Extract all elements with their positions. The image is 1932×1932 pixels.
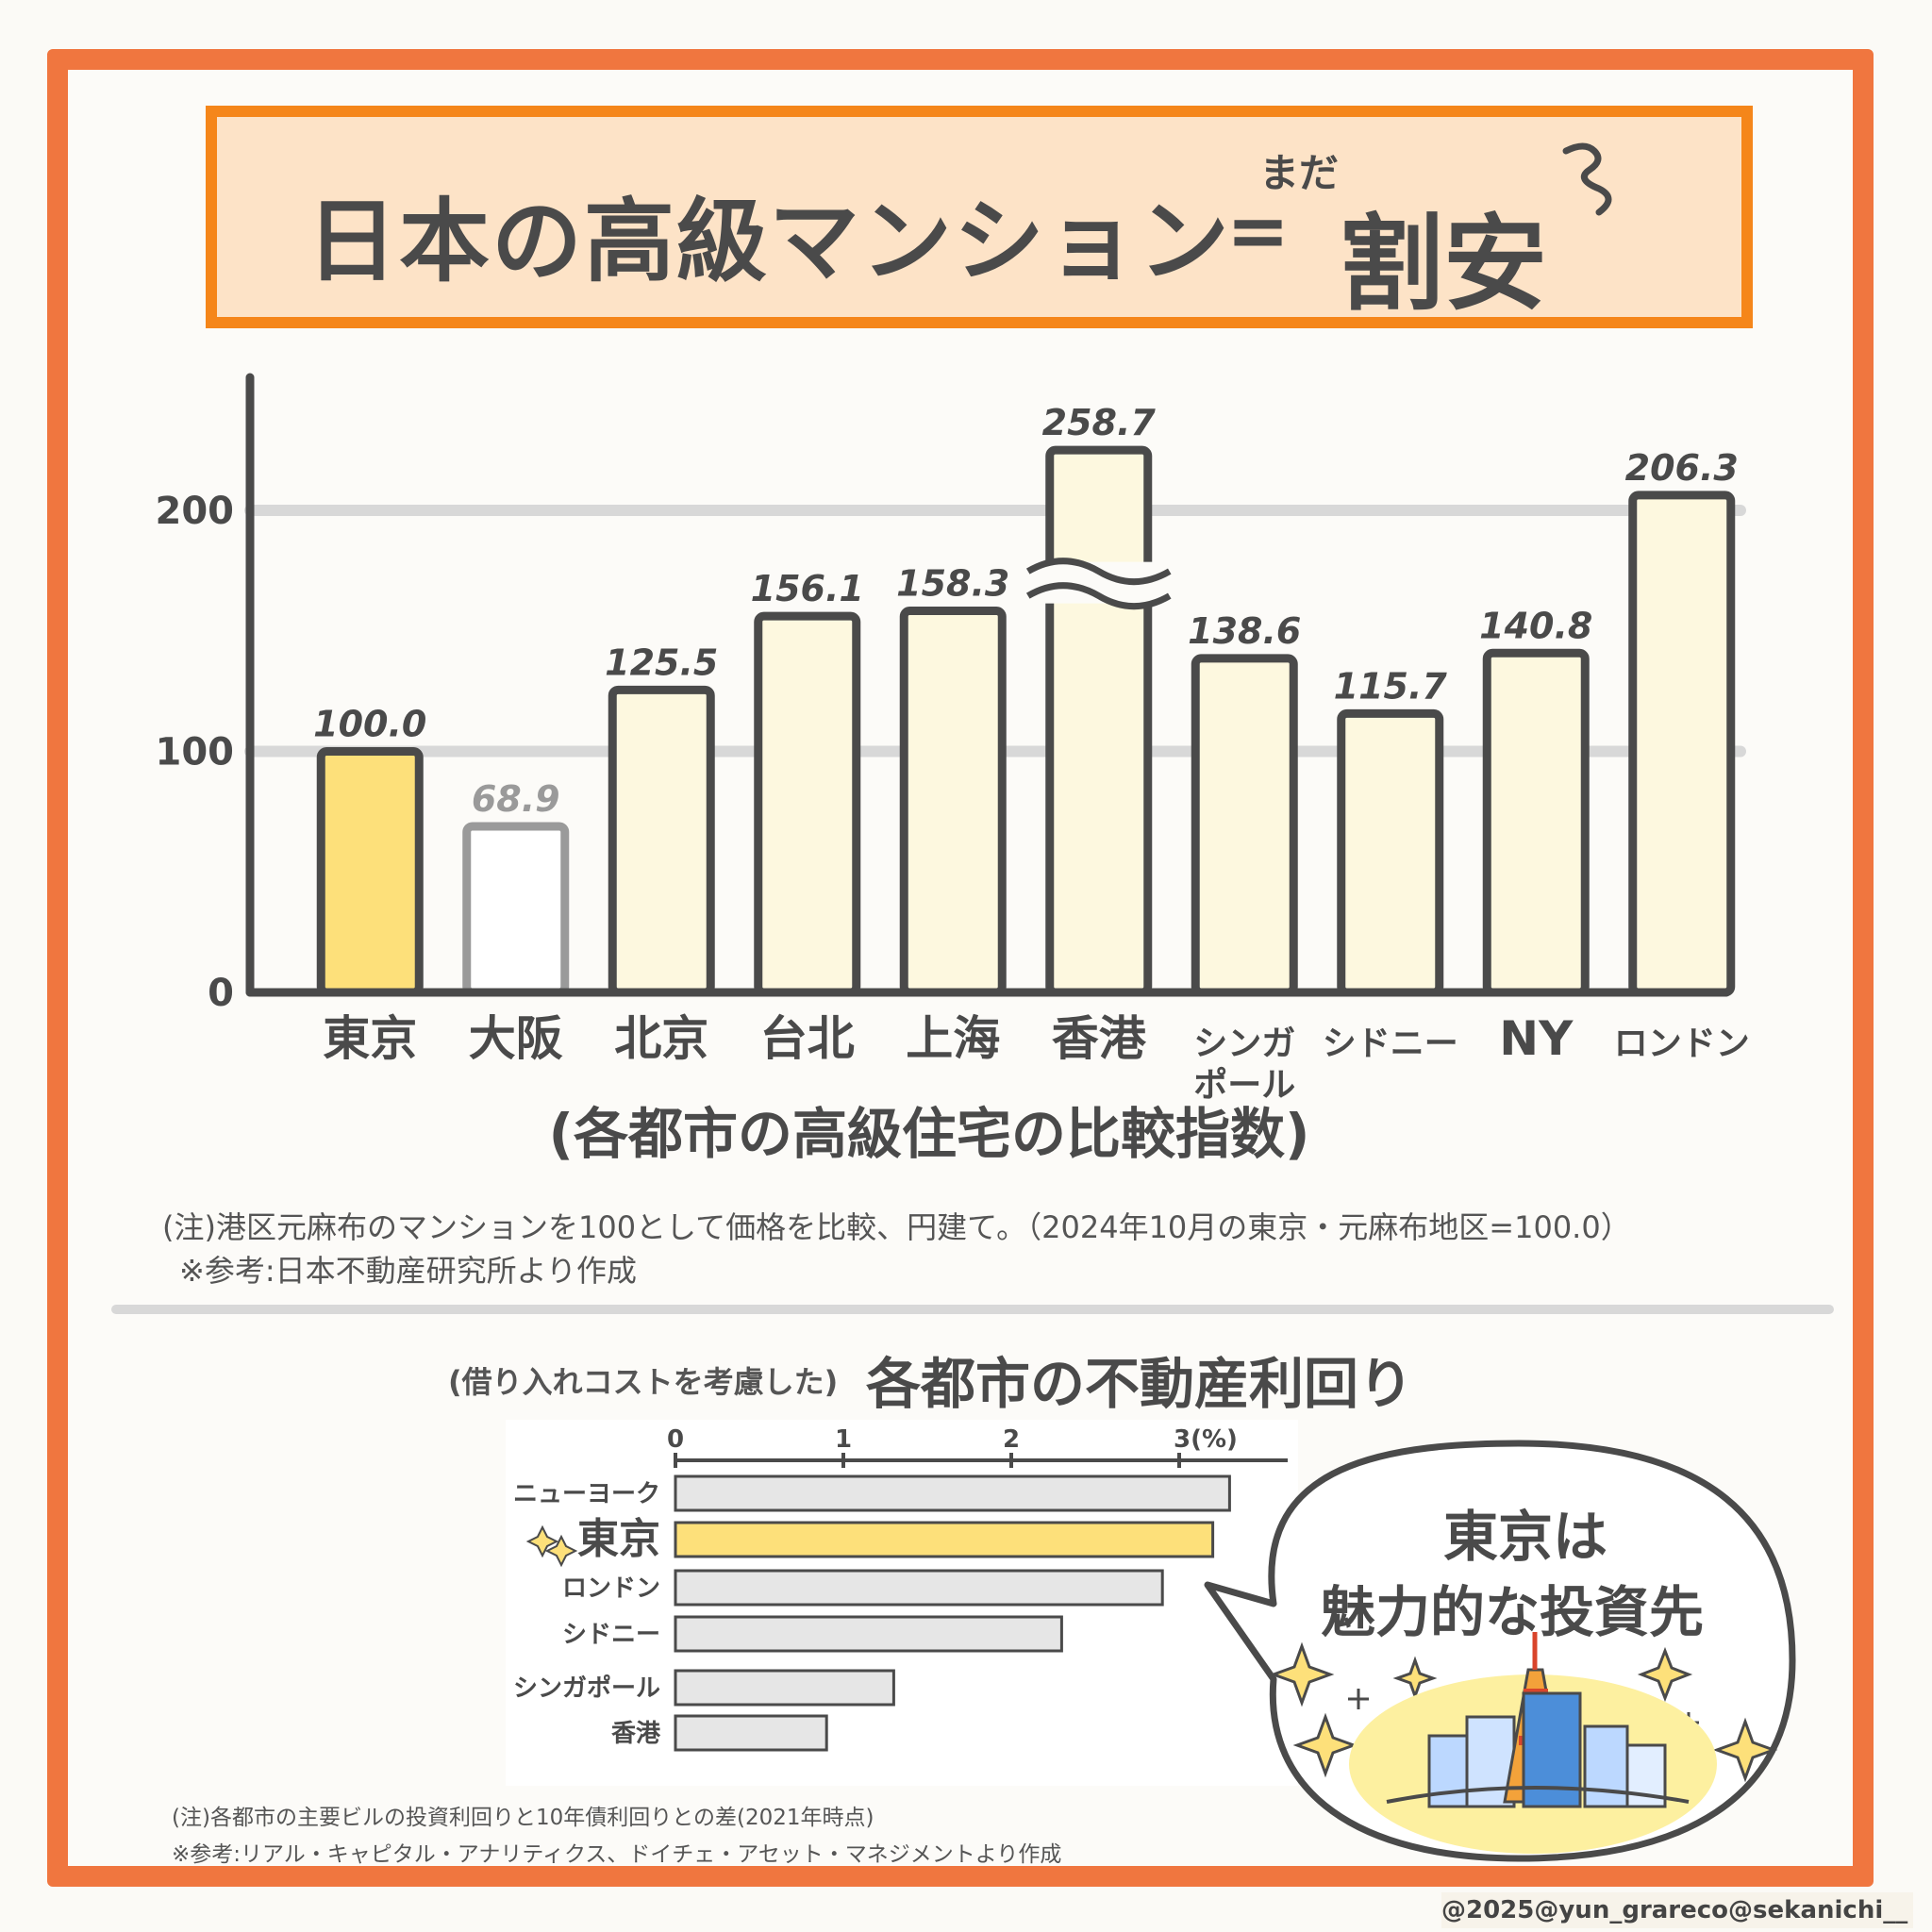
category-label: 東京	[323, 1011, 417, 1066]
wavy-emphasis-icon	[1562, 142, 1612, 216]
category-label: 上海	[906, 1011, 1000, 1066]
bubble-line-1: 東京は	[1443, 1505, 1608, 1569]
title-wariyasu: 割安	[1340, 204, 1547, 325]
yield-tick-label: 1	[835, 1425, 852, 1454]
data-label: 158.3	[896, 563, 1009, 605]
data-label: 138.6	[1188, 610, 1301, 652]
data-label: 206.3	[1625, 447, 1739, 489]
yield-title-prefix: (借り入れコストを考慮した)	[448, 1364, 839, 1400]
sparkle-icon	[1269, 1641, 1778, 1783]
yield-category-label: ロンドン	[562, 1574, 660, 1603]
yield-bar-シドニー	[674, 1615, 1063, 1653]
yield-tick-label: 0	[667, 1425, 684, 1454]
data-label: 258.7	[1042, 402, 1157, 443]
yield-note-2: ※参考:リアル・キャピタル・アナリティクス、ドイチェ・アセット・マネジメントより…	[172, 1842, 1062, 1867]
title-equals: =	[1226, 187, 1291, 275]
main-bar-chart: 0 100 200 100.0 東京 68.9 大阪 125.5 北京 156.1 台北 158.3 上…	[156, 373, 1750, 1166]
yield-bar-ニューヨーク	[674, 1474, 1231, 1512]
category-label: 香港	[1052, 1011, 1147, 1066]
chart-title: (各都市の高級住宅の比較指数)	[548, 1102, 1309, 1166]
chart-note-1: (注)港区元麻布のマンションを100として価格を比較、円建て。（2024年10月…	[162, 1209, 1631, 1245]
data-label: 100.0	[313, 704, 426, 745]
axis-break-icon	[1025, 558, 1172, 610]
y-tick-label: 100	[156, 731, 235, 774]
chart-note-2: ※参考:日本不動産研究所より作成	[179, 1253, 637, 1289]
y-tick-label: 0	[208, 972, 234, 1015]
category-label: シンガ	[1193, 1024, 1295, 1063]
sparkle-icon	[525, 1524, 578, 1568]
yield-bar-東京	[674, 1521, 1215, 1558]
yield-title: 各都市の不動産利回り	[866, 1352, 1414, 1416]
category-label: 北京	[614, 1011, 708, 1066]
yield-bar-シンガポール	[674, 1669, 895, 1707]
category-label: シドニー	[1323, 1024, 1458, 1063]
yield-category-label: シドニー	[562, 1621, 660, 1649]
title-mada: まだ	[1259, 150, 1340, 196]
yield-category-label: ニューヨーク	[513, 1480, 660, 1508]
category-label: ポール	[1193, 1065, 1295, 1105]
section-divider	[111, 1305, 1834, 1314]
data-label: 68.9	[472, 778, 560, 820]
category-label: 台北	[760, 1011, 855, 1066]
title-main: 日本の高級マンション	[307, 189, 1231, 294]
data-label: 156.1	[751, 568, 864, 609]
yield-bar-ロンドン	[674, 1569, 1164, 1607]
data-label: 115.7	[1334, 665, 1448, 707]
yield-bar-香港	[674, 1714, 828, 1752]
yield-category-label: シンガポール	[513, 1674, 660, 1703]
yield-tick-label: 2	[1003, 1425, 1020, 1454]
yield-category-label: 香港	[611, 1720, 661, 1748]
title-banner	[206, 106, 1753, 328]
category-label: ロンドン	[1614, 1024, 1750, 1063]
yield-category-label: 東京	[577, 1515, 660, 1563]
yield-tick-label: 3(%)	[1174, 1425, 1238, 1454]
bubble-line-2: 魅力的な投資先	[1321, 1580, 1705, 1644]
tokyo-skyline-icon	[1349, 1632, 1717, 1854]
data-label: 140.8	[1479, 605, 1592, 646]
data-label: 125.5	[605, 641, 718, 683]
y-tick-label: 200	[156, 490, 235, 533]
copyright: @2025@yun_grareco@sekanichi__	[1441, 1892, 1913, 1928]
category-label: 大阪	[469, 1011, 563, 1066]
category-label: NY	[1499, 1011, 1574, 1066]
yield-note-1: (注)各都市の主要ビルの投資利回りと10年債利回りとの差(2021年時点)	[172, 1806, 874, 1830]
